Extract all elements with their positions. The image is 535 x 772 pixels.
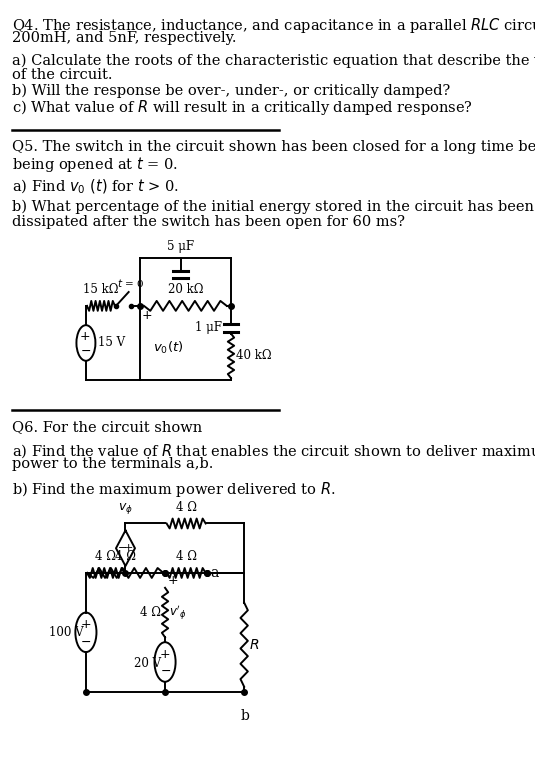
Text: a: a (210, 566, 218, 580)
Text: +: + (124, 543, 133, 554)
Text: 5 μF: 5 μF (167, 240, 194, 253)
Text: 100 V: 100 V (49, 626, 83, 638)
Text: 4 Ω: 4 Ω (175, 550, 197, 563)
Text: a) Find the value of $R$ that enables the circuit shown to deliver maximum: a) Find the value of $R$ that enables th… (12, 442, 535, 460)
Text: power to the terminals a,b.: power to the terminals a,b. (12, 457, 213, 471)
Text: +: + (167, 574, 178, 587)
Text: $v_\phi$: $v_\phi$ (118, 500, 133, 516)
Text: 4 Ω: 4 Ω (95, 550, 116, 563)
Text: −: − (118, 543, 127, 554)
Text: Q6. For the circuit shown: Q6. For the circuit shown (12, 420, 202, 434)
Text: b) Find the maximum power delivered to $R$.: b) Find the maximum power delivered to $… (12, 480, 335, 499)
Text: 200mH, and 5nF, respectively.: 200mH, and 5nF, respectively. (12, 31, 236, 45)
Text: 4 Ω: 4 Ω (175, 500, 197, 513)
Text: −: − (81, 635, 91, 648)
Text: b) Will the response be over-, under-, or critically damped?: b) Will the response be over-, under-, o… (12, 83, 450, 98)
Text: $v_0(t)$: $v_0(t)$ (153, 340, 184, 356)
Text: of the circuit.: of the circuit. (12, 69, 112, 83)
Text: −: − (81, 345, 91, 358)
Text: +: + (141, 310, 152, 322)
Text: 4 Ω: 4 Ω (140, 606, 161, 619)
Text: Q4. The resistance, inductance, and capacitance in a parallel $RLC$ circuit are : Q4. The resistance, inductance, and capa… (12, 16, 535, 35)
Text: 1 μF: 1 μF (195, 321, 222, 334)
Text: c) What value of $R$ will result in a critically damped response?: c) What value of $R$ will result in a cr… (12, 98, 472, 117)
Text: +: + (80, 330, 90, 343)
Text: +: + (160, 648, 170, 661)
Text: 4 Ω: 4 Ω (115, 550, 136, 563)
Text: being opened at $t$ = 0.: being opened at $t$ = 0. (12, 154, 178, 174)
Text: Q5. The switch in the circuit shown has been closed for a long time before: Q5. The switch in the circuit shown has … (12, 140, 535, 154)
Text: 20 V: 20 V (134, 658, 161, 670)
Text: +: + (81, 618, 91, 631)
Text: $t$ = 0: $t$ = 0 (117, 277, 144, 289)
Text: $R$: $R$ (249, 638, 260, 652)
Text: 15 kΩ: 15 kΩ (83, 283, 119, 296)
Text: $v'_\phi$: $v'_\phi$ (169, 603, 187, 621)
Text: b: b (241, 709, 250, 723)
Text: dissipated after the switch has been open for 60 ms?: dissipated after the switch has been ope… (12, 215, 404, 229)
Text: a) Find $v_0$ $(t)$ for $t$ > 0.: a) Find $v_0$ $(t)$ for $t$ > 0. (12, 178, 179, 195)
Text: 15 V: 15 V (97, 337, 125, 350)
Text: 20 kΩ: 20 kΩ (167, 283, 203, 296)
Text: 40 kΩ: 40 kΩ (236, 349, 271, 362)
Text: −: − (160, 665, 171, 679)
Text: a) Calculate the roots of the characteristic equation that describe the voltage : a) Calculate the roots of the characteri… (12, 53, 535, 68)
Text: b) What percentage of the initial energy stored in the circuit has been: b) What percentage of the initial energy… (12, 200, 533, 215)
